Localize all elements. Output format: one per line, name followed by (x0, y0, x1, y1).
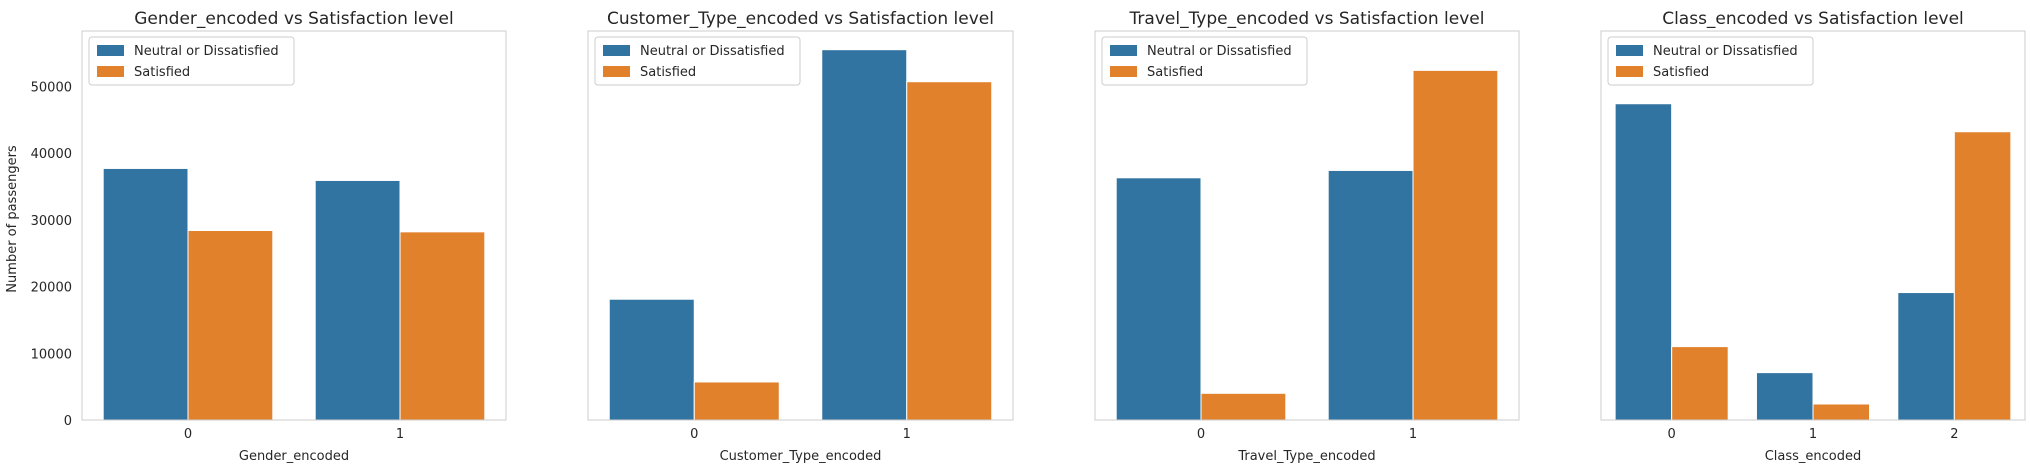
x-axis-label-1: Customer_Type_encoded (720, 449, 882, 464)
y-tick-label-0-3: 30000 (31, 214, 72, 229)
legend-swatch-0-1 (97, 66, 124, 77)
bar-1-1-0 (693, 381, 780, 421)
legend-3: Neutral or Dissatisfied Satisfied (1607, 36, 1814, 86)
legend-swatch-3-1 (1616, 66, 1643, 77)
chart-title-2: Travel_Type_encoded vs Satisfaction leve… (1129, 9, 1485, 29)
legend-swatch-3-0 (1616, 45, 1643, 56)
plot-frame-0 (81, 30, 507, 421)
plot-frame-1 (587, 30, 1014, 421)
legend-box-3 (1607, 36, 1814, 86)
bar-3-1-0 (1671, 346, 1729, 421)
x-tick-label-3-1: 1 (1809, 427, 1817, 442)
x-tick-label-0-1: 1 (396, 427, 404, 442)
bar-0-0-1 (314, 179, 401, 421)
bar-3-0-2 (1897, 292, 1955, 421)
legend-label-0-0: Neutral or Dissatisfied (134, 44, 279, 59)
chart-title-1: Customer_Type_encoded vs Satisfaction le… (607, 9, 994, 29)
legend-label-3-1: Satisfied (1653, 65, 1709, 80)
bar-2-1-1 (1412, 69, 1499, 421)
plot-frame-2 (1094, 30, 1520, 421)
bar-1-0-0 (608, 298, 695, 421)
y-tick-label-0-0: 0 (64, 414, 72, 429)
legend-swatch-2-0 (1110, 45, 1137, 56)
bar-3-0-1 (1755, 372, 1814, 421)
bar-1-0-1 (821, 49, 908, 421)
legend-box-0 (88, 36, 295, 86)
legend-box-2 (1101, 36, 1308, 86)
chart-title-3: Class_encoded vs Satisfaction level (1662, 9, 1964, 29)
bar-0-1-1 (399, 231, 486, 421)
shared-y-axis-label: Number of passengers (5, 145, 20, 293)
x-tick-label-3-0: 0 (1668, 427, 1676, 442)
bar-0-1-0 (187, 230, 274, 421)
chart-title-0: Gender_encoded vs Satisfaction level (134, 9, 454, 29)
legend-label-2-1: Satisfied (1147, 65, 1203, 80)
bar-2-1-0 (1200, 392, 1287, 421)
legend-0: Neutral or Dissatisfied Satisfied (88, 36, 295, 86)
chart-panel-1: 0 1 Customer_Type_encoded Customer_Type_enc… (587, 9, 1014, 464)
x-axis-label-2: Travel_Type_encoded (1237, 449, 1375, 464)
legend-swatch-0-0 (97, 45, 124, 56)
legend-swatch-1-1 (603, 66, 630, 77)
x-tick-label-3-2: 2 (1950, 427, 1958, 442)
x-tick-label-0-0: 0 (184, 427, 192, 442)
x-tick-label-2-0: 0 (1197, 427, 1205, 442)
chart-panel-2: 0 1 Travel_Type_encoded Travel_Type_encoded… (1094, 9, 1520, 464)
bar-3-1-2 (1953, 131, 2012, 421)
x-tick-label-1-0: 0 (690, 427, 698, 442)
legend-label-0-1: Satisfied (134, 65, 190, 80)
chart-panel-3: 0 1 2 Class_encoded Class_encoded vs Satisfa… (1600, 9, 2026, 464)
legend-label-2-0: Neutral or Dissatisfied (1147, 44, 1292, 59)
legend-2: Neutral or Dissatisfied Satisfied (1101, 36, 1308, 86)
bar-0-0-0 (102, 167, 189, 421)
x-tick-label-1-1: 1 (903, 427, 911, 442)
plot-frame-3 (1600, 30, 2026, 421)
legend-label-1-1: Satisfied (640, 65, 696, 80)
legend-box-1 (594, 36, 801, 86)
y-tick-label-0-5: 50000 (31, 80, 72, 95)
bar-1-1-1 (906, 81, 993, 421)
legend-swatch-1-0 (603, 45, 630, 56)
legend-1: Neutral or Dissatisfied Satisfied (594, 36, 801, 86)
legend-label-3-0: Neutral or Dissatisfied (1653, 44, 1798, 59)
y-tick-label-0-2: 20000 (31, 281, 72, 296)
chart-panel-0: 0 1 0 10000 20000 30000 40000 50000 Gender_encod… (31, 9, 507, 464)
y-tick-label-0-1: 10000 (31, 347, 72, 362)
legend-swatch-2-1 (1110, 66, 1137, 77)
x-axis-label-3: Class_encoded (1765, 449, 1862, 464)
legend-label-1-0: Neutral or Dissatisfied (640, 44, 785, 59)
x-axis-label-0: Gender_encoded (239, 449, 349, 464)
bar-3-1-1 (1812, 403, 1871, 421)
bar-2-0-0 (1115, 177, 1202, 421)
x-tick-label-2-1: 1 (1409, 427, 1417, 442)
bar-3-0-0 (1614, 103, 1673, 421)
bar-2-0-1 (1327, 169, 1414, 421)
y-tick-label-0-4: 40000 (31, 147, 72, 162)
